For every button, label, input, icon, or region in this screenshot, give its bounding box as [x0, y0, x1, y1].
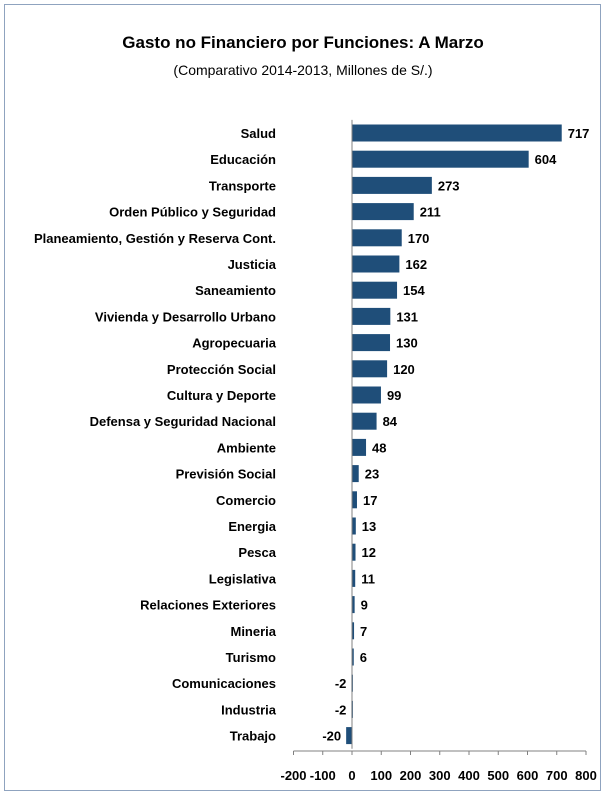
bar-15 [352, 517, 356, 535]
bar-13 [352, 465, 359, 483]
value-label: 48 [372, 440, 386, 455]
bar-9 [352, 360, 388, 378]
value-label: -2 [335, 702, 347, 717]
x-tick-label: -100 [310, 768, 336, 783]
category-label: Transporte [209, 178, 276, 193]
value-label: -2 [335, 676, 347, 691]
chart-frame [4, 4, 601, 791]
category-label: Planeamiento, Gestión y Reserva Cont. [34, 231, 276, 246]
value-label: 23 [365, 467, 379, 482]
category-label: Turismo [226, 650, 276, 665]
value-label: 604 [535, 152, 557, 167]
x-tick-label: 100 [370, 768, 392, 783]
value-label: 84 [383, 414, 398, 429]
category-label: Protección Social [167, 362, 276, 377]
value-label: 273 [438, 178, 460, 193]
category-label: Ambiente [217, 440, 276, 455]
bars-group [346, 124, 562, 745]
bar-12 [352, 438, 367, 456]
value-label: 17 [363, 493, 377, 508]
x-tick-label: -200 [280, 768, 306, 783]
value-label: 170 [408, 231, 430, 246]
value-label: -20 [322, 729, 341, 744]
category-label: Vivienda y Desarrollo Urbano [95, 309, 276, 324]
x-tick-label: 500 [487, 768, 509, 783]
category-label: Educación [210, 152, 276, 167]
value-label: 11 [361, 571, 375, 586]
bar-16 [352, 543, 356, 561]
value-label: 154 [403, 283, 425, 298]
category-label: Comercio [216, 493, 276, 508]
category-label: Mineria [230, 624, 276, 639]
value-label: 7 [360, 624, 367, 639]
category-label: Salud [241, 126, 276, 141]
value-label: 99 [387, 388, 401, 403]
value-labels-group: 717 604 273 211 170 162 154 131 130 120 99 84 48 23 17… [322, 126, 589, 744]
value-label: 12 [362, 545, 376, 560]
x-tick-label: 600 [517, 768, 539, 783]
bar-10 [352, 386, 381, 404]
axis-group: -200 -100 0 100 200 300 400 500 600 700 800 [280, 119, 597, 783]
category-label: Pesca [238, 545, 276, 560]
bar-19 [352, 622, 355, 640]
chart-subtitle: (Comparativo 2014-2013, Millones de S/.) [173, 62, 433, 78]
bar-2 [352, 176, 432, 194]
x-tick-label: 400 [458, 768, 480, 783]
bar-11 [352, 412, 377, 430]
bar-7 [352, 307, 391, 325]
category-label: Trabajo [230, 729, 276, 744]
value-label: 130 [396, 336, 418, 351]
value-label: 717 [568, 126, 590, 141]
bar-8 [352, 334, 391, 352]
bar-3 [352, 203, 414, 221]
x-tick-label: 300 [429, 768, 451, 783]
x-tick-label: 0 [348, 768, 355, 783]
category-label: Agropecuaria [192, 336, 277, 351]
category-label: Orden Público y Seguridad [109, 205, 276, 220]
bar-17 [352, 569, 356, 587]
bar-23 [346, 727, 352, 745]
category-label: Industria [221, 702, 277, 717]
x-tick-label: 700 [546, 768, 568, 783]
value-label: 120 [393, 362, 415, 377]
value-label: 162 [405, 257, 427, 272]
category-label: Energia [228, 519, 276, 534]
value-label: 9 [361, 598, 368, 613]
bar-18 [352, 596, 355, 614]
category-label: Previsión Social [176, 467, 276, 482]
bar-4 [352, 229, 402, 247]
category-label: Saneamiento [195, 283, 276, 298]
bar-0 [352, 124, 562, 142]
value-label: 13 [362, 519, 376, 534]
category-label: Legislativa [209, 571, 277, 586]
category-label: Relaciones Exteriores [140, 598, 276, 613]
bar-6 [352, 281, 398, 299]
value-label: 131 [396, 309, 418, 324]
bar-14 [352, 491, 357, 509]
category-labels-group: Salud Educación Transporte Orden Público y … [34, 126, 277, 744]
value-label: 211 [420, 205, 441, 220]
bar-20 [352, 648, 354, 666]
category-label: Cultura y Deporte [167, 388, 276, 403]
category-label: Comunicaciones [172, 676, 276, 691]
category-label: Justicia [228, 257, 277, 272]
bar-5 [352, 255, 400, 273]
value-label: 6 [360, 650, 367, 665]
bar-1 [352, 150, 529, 168]
chart-title: Gasto no Financiero por Funciones: A Mar… [122, 33, 484, 52]
x-tick-label: 200 [400, 768, 422, 783]
category-label: Defensa y Seguridad Nacional [90, 414, 276, 429]
x-tick-label: 800 [575, 768, 597, 783]
